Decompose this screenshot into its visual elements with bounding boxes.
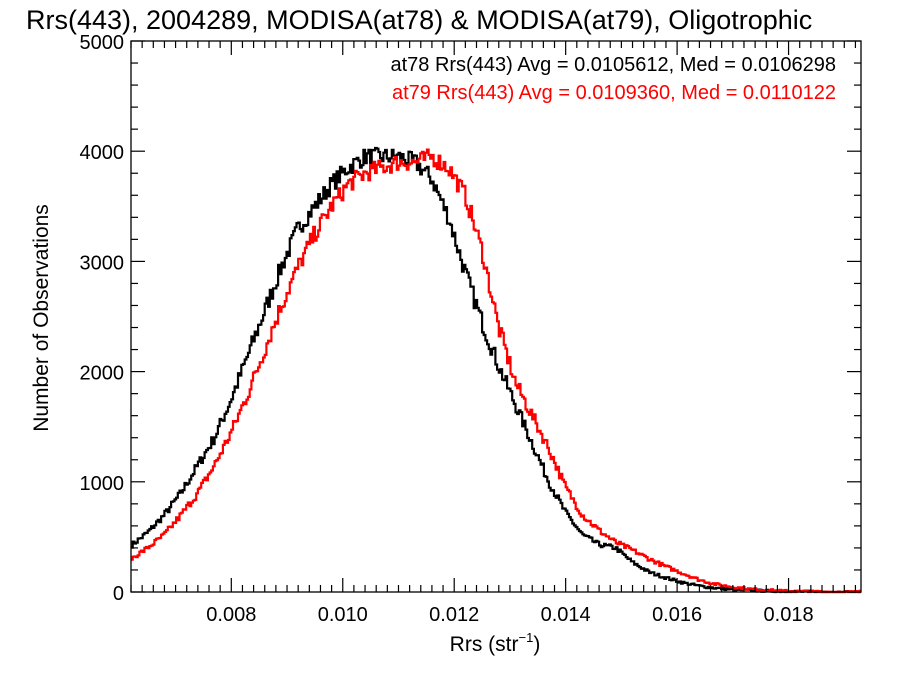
- legend-entry-at78: at78 Rrs(443) Avg = 0.0105612, Med = 0.0…: [390, 54, 836, 76]
- y-tick-labels: 0 1000 2000 3000 4000 5000: [80, 32, 125, 605]
- y-tick-label: 0: [113, 583, 124, 605]
- y-tick-label: 4000: [80, 142, 125, 164]
- y-tick-label: 2000: [80, 363, 125, 385]
- chart-title: Rrs(443), 2004289, MODISA(at78) & MODISA…: [26, 5, 812, 35]
- x-tick-label: 0.014: [541, 604, 591, 626]
- legend-entry-at79: at79 Rrs(443) Avg = 0.0109360, Med = 0.0…: [392, 82, 836, 104]
- y-tick-label: 3000: [80, 252, 125, 274]
- ticks-layer: [130, 40, 861, 593]
- x-axis-label: Rrs (str−1): [450, 630, 541, 656]
- x-tick-label: 0.012: [429, 604, 479, 626]
- series-line-0: [131, 146, 861, 594]
- x-tick-label: 0.018: [764, 604, 814, 626]
- x-tick-label: 0.010: [318, 604, 368, 626]
- x-tick-label: 0.016: [652, 604, 702, 626]
- legend: at78 Rrs(443) Avg = 0.0105612, Med = 0.0…: [390, 54, 836, 104]
- plot-frame: [130, 40, 862, 593]
- x-axis-label-superscript: −1: [519, 630, 534, 645]
- series-line-1: [131, 148, 861, 594]
- x-tick-label: 0.008: [206, 604, 256, 626]
- series-layer: [131, 146, 861, 594]
- x-axis-label-text: Rrs (str: [450, 633, 519, 656]
- y-tick-label: 5000: [80, 32, 125, 54]
- y-axis-label: Number of Observations: [30, 204, 53, 432]
- x-axis-label-close: ): [533, 633, 540, 656]
- x-tick-labels: 0.008 0.010 0.012 0.014 0.016 0.018: [206, 604, 813, 626]
- y-tick-label: 1000: [80, 473, 125, 495]
